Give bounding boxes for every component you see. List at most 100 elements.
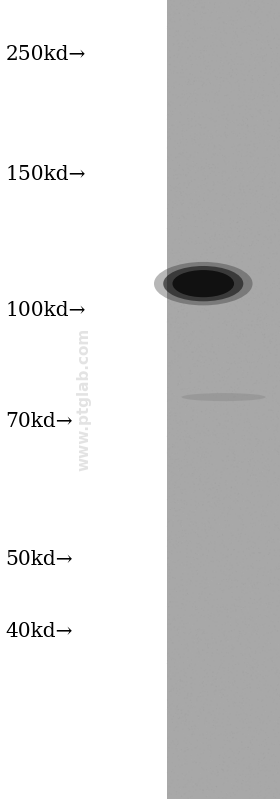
Point	[172, 468, 177, 481]
Point	[227, 670, 231, 683]
Point	[260, 268, 265, 280]
Point	[237, 82, 241, 95]
Point	[221, 555, 225, 567]
Point	[269, 42, 273, 55]
Point	[184, 139, 188, 152]
Point	[206, 447, 211, 459]
Point	[255, 432, 260, 445]
Point	[235, 379, 239, 392]
Point	[171, 184, 175, 197]
Point	[171, 67, 176, 80]
Point	[267, 107, 271, 120]
Point	[263, 444, 268, 457]
Point	[171, 22, 175, 34]
Point	[169, 496, 173, 509]
Point	[235, 510, 240, 523]
Point	[272, 357, 276, 370]
Point	[250, 272, 255, 285]
Point	[221, 766, 225, 779]
Point	[168, 439, 172, 451]
Point	[198, 22, 203, 34]
Point	[232, 297, 236, 310]
Point	[192, 700, 196, 713]
Point	[193, 229, 197, 242]
Point	[172, 233, 177, 246]
Point	[230, 502, 234, 515]
Point	[198, 289, 203, 302]
Point	[193, 471, 198, 483]
Point	[209, 69, 214, 81]
Point	[204, 737, 209, 749]
Point	[179, 279, 184, 292]
Point	[231, 696, 235, 709]
Point	[166, 778, 170, 791]
Point	[181, 243, 185, 256]
Point	[248, 20, 253, 33]
Point	[232, 460, 236, 473]
Point	[253, 127, 258, 140]
Point	[269, 22, 274, 34]
Point	[194, 578, 198, 590]
Point	[215, 421, 220, 434]
Point	[193, 640, 197, 653]
Point	[168, 374, 173, 387]
Point	[211, 3, 216, 16]
Point	[274, 651, 279, 664]
Point	[197, 592, 201, 605]
Point	[260, 641, 265, 654]
Point	[204, 571, 209, 584]
Point	[264, 632, 269, 645]
Point	[216, 280, 220, 293]
Point	[172, 502, 177, 515]
Point	[196, 345, 200, 358]
Point	[244, 330, 248, 343]
Point	[213, 692, 217, 705]
Point	[249, 166, 253, 179]
Point	[167, 608, 171, 621]
Point	[174, 140, 179, 153]
Point	[216, 368, 220, 380]
Point	[216, 17, 221, 30]
Point	[251, 273, 256, 286]
Point	[204, 460, 208, 473]
Point	[246, 431, 250, 444]
Point	[208, 461, 213, 474]
Point	[190, 632, 194, 645]
Point	[179, 455, 184, 467]
Point	[265, 103, 270, 116]
Point	[219, 691, 224, 704]
Point	[249, 42, 254, 54]
Point	[209, 386, 213, 399]
Point	[209, 694, 213, 707]
Point	[181, 146, 186, 159]
Point	[173, 280, 177, 292]
Point	[277, 204, 280, 217]
Point	[227, 414, 231, 427]
Point	[248, 388, 253, 401]
Point	[199, 695, 204, 708]
Point	[277, 112, 280, 125]
Point	[244, 326, 248, 339]
Point	[244, 328, 249, 341]
Point	[174, 491, 179, 503]
Point	[236, 773, 240, 786]
Point	[188, 376, 192, 389]
Point	[189, 672, 194, 685]
Point	[213, 440, 217, 453]
Point	[244, 319, 248, 332]
Point	[233, 94, 237, 107]
Point	[214, 213, 219, 225]
Point	[220, 435, 225, 447]
Point	[171, 518, 175, 531]
Point	[274, 667, 278, 680]
Point	[169, 685, 173, 698]
Point	[228, 375, 233, 388]
Point	[264, 382, 268, 395]
Point	[169, 540, 174, 553]
Point	[266, 289, 270, 302]
Point	[194, 380, 199, 392]
Point	[202, 426, 206, 439]
Point	[184, 565, 188, 578]
Point	[251, 268, 255, 280]
Point	[226, 575, 231, 588]
